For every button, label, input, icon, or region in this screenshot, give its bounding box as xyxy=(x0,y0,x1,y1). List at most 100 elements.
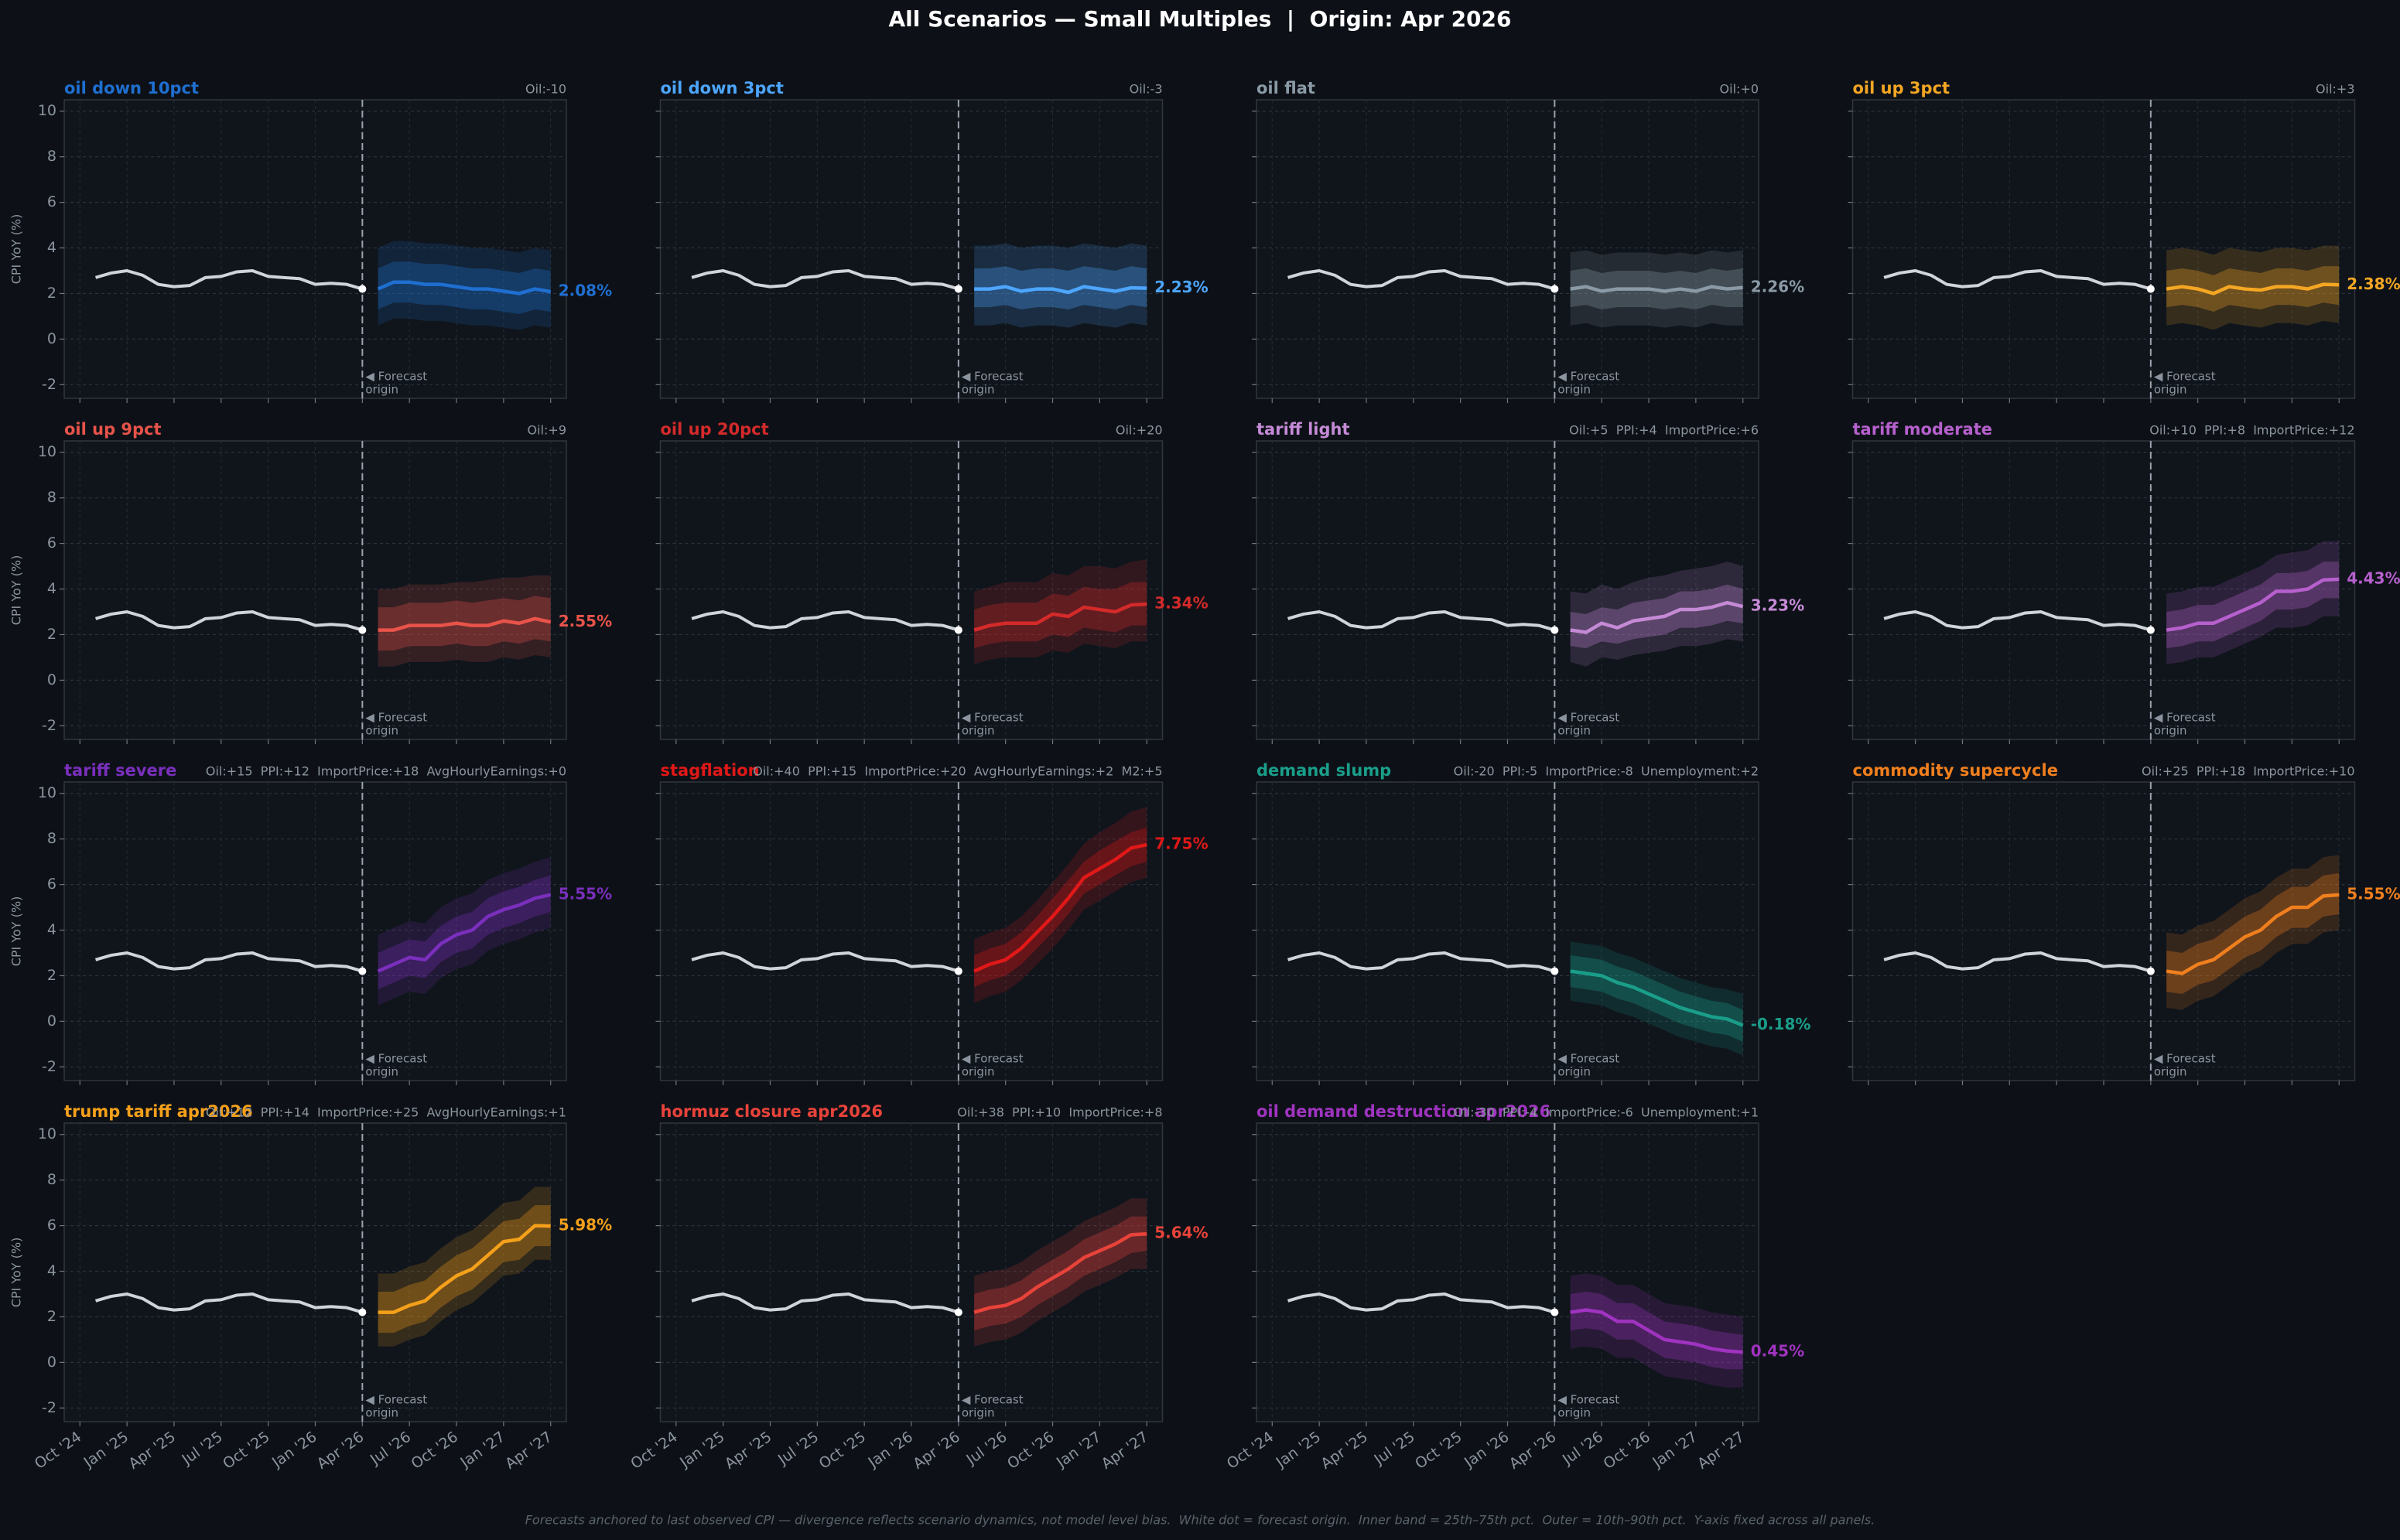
history-line xyxy=(1287,610,1555,632)
origin-label: origin xyxy=(1557,1406,1591,1420)
origin-dot xyxy=(358,1308,367,1316)
panel-title: trump tariff apr2026 xyxy=(64,1102,253,1121)
panel-title: tariff severe xyxy=(64,761,176,780)
median-line xyxy=(974,285,1147,295)
origin-dot xyxy=(954,285,962,293)
y-tick-label: -2 xyxy=(42,376,56,393)
panel-title: oil up 3pct xyxy=(1853,79,1950,97)
panel-subtitle: Oil:+15 PPI:+12 ImportPrice:+18 AvgHourl… xyxy=(206,764,566,779)
origin-dot xyxy=(358,626,367,634)
history-line xyxy=(691,268,959,291)
y-axis-label: CPI YoY (%) xyxy=(9,896,24,967)
panel-subtitle: Oil:-3 xyxy=(1130,82,1163,97)
y-tick-label: 4 xyxy=(47,580,56,597)
y-tick-label: 10 xyxy=(38,1125,56,1142)
y-tick-label: 2 xyxy=(47,285,56,302)
origin-label: origin xyxy=(1557,1065,1591,1079)
median-line xyxy=(377,893,552,973)
origin-dot xyxy=(358,285,367,293)
median-line xyxy=(377,280,552,295)
origin-dot xyxy=(1550,285,1559,293)
origin-label: origin xyxy=(962,1065,995,1079)
y-tick-label: 2 xyxy=(47,1308,56,1325)
end-value-label: 3.23% xyxy=(1751,596,1804,615)
origin-label: origin xyxy=(2154,724,2187,738)
outer-band xyxy=(1570,562,1743,667)
end-value-label: 5.55% xyxy=(2347,884,2400,903)
origin-label: origin xyxy=(962,1406,995,1420)
origin-label: ◀ Forecast xyxy=(365,370,427,384)
panel-subtitle: Oil:-20 PPI:-5 ImportPrice:-8 Unemployme… xyxy=(1454,764,1759,779)
panel-title: commodity supercycle xyxy=(1853,761,2058,780)
y-tick-label: 10 xyxy=(38,784,56,801)
end-value-label: 3.34% xyxy=(1154,593,1208,612)
history-line xyxy=(1883,268,2152,291)
median-line xyxy=(973,842,1147,973)
end-value-label: 5.64% xyxy=(1154,1224,1208,1242)
y-tick-label: 6 xyxy=(47,876,56,893)
y-tick-label: 6 xyxy=(47,534,56,551)
history-line xyxy=(1883,610,2152,632)
end-value-label: -0.18% xyxy=(1751,1015,1811,1033)
y-tick-label: 10 xyxy=(38,443,56,460)
panel-subtitle: Oil:+5 PPI:+4 ImportPrice:+6 xyxy=(1569,423,1759,438)
origin-label: ◀ Forecast xyxy=(1557,711,1619,725)
median-line xyxy=(1570,600,1744,634)
y-tick-label: -2 xyxy=(42,1399,56,1416)
history-line xyxy=(95,610,363,632)
origin-label: origin xyxy=(365,1406,398,1420)
origin-label: ◀ Forecast xyxy=(2154,1052,2216,1066)
end-value-label: 2.23% xyxy=(1154,278,1208,296)
inner-band xyxy=(1570,1292,1743,1370)
median-line xyxy=(973,602,1147,632)
outer-band xyxy=(378,1187,551,1347)
history-line xyxy=(691,1292,959,1314)
history-line xyxy=(1287,1292,1555,1314)
y-tick-label: 10 xyxy=(38,102,56,119)
origin-dot xyxy=(1550,626,1559,634)
history-line xyxy=(95,951,363,973)
panel-title: tariff light xyxy=(1256,420,1350,439)
panel-title: oil up 20pct xyxy=(661,420,769,439)
origin-label: ◀ Forecast xyxy=(365,1393,427,1407)
end-value-label: 2.55% xyxy=(559,612,612,630)
origin-label: origin xyxy=(1557,383,1591,397)
y-tick-label: -2 xyxy=(42,1058,56,1075)
median-line xyxy=(973,1231,1147,1314)
origin-dot xyxy=(954,1308,962,1316)
median-line xyxy=(2166,577,2340,632)
end-value-label: 2.38% xyxy=(2347,275,2400,293)
origin-label: origin xyxy=(1557,724,1591,738)
panel-subtitle: Oil:+9 xyxy=(528,423,566,438)
panel-subtitle: Oil:+3 xyxy=(2316,82,2354,97)
end-value-label: 2.26% xyxy=(1751,277,1804,295)
origin-label: ◀ Forecast xyxy=(2154,370,2216,384)
panel-title: oil demand destruction apr2026 xyxy=(1256,1102,1550,1121)
y-tick-label: 0 xyxy=(47,1012,56,1030)
y-tick-label: 2 xyxy=(47,967,56,984)
outer-band xyxy=(2166,541,2340,664)
end-value-label: 4.43% xyxy=(2347,569,2400,587)
origin-dot xyxy=(358,967,367,975)
y-tick-label: 4 xyxy=(47,1262,56,1279)
origin-label: ◀ Forecast xyxy=(962,1393,1024,1407)
origin-label: ◀ Forecast xyxy=(2154,711,2216,725)
panel-title: oil flat xyxy=(1256,79,1315,97)
history-line xyxy=(95,1292,363,1314)
y-tick-label: 0 xyxy=(47,1354,56,1371)
origin-label: origin xyxy=(365,1065,398,1079)
history-line xyxy=(691,951,959,973)
y-tick-label: 0 xyxy=(47,671,56,688)
panel-subtitle: Oil:+0 xyxy=(1720,82,1759,97)
outer-band xyxy=(378,241,551,330)
panel-title: hormuz closure apr2026 xyxy=(661,1102,884,1121)
y-axis-label: CPI YoY (%) xyxy=(9,1238,24,1308)
outer-band xyxy=(1570,1273,1743,1388)
median-line xyxy=(2166,282,2340,295)
origin-label: origin xyxy=(962,383,995,397)
panel-subtitle: Oil:+12 PPI:+14 ImportPrice:+25 AvgHourl… xyxy=(206,1105,566,1120)
median-line xyxy=(1570,285,1743,293)
y-axis-label: CPI YoY (%) xyxy=(9,214,24,285)
history-line xyxy=(1883,951,2152,973)
